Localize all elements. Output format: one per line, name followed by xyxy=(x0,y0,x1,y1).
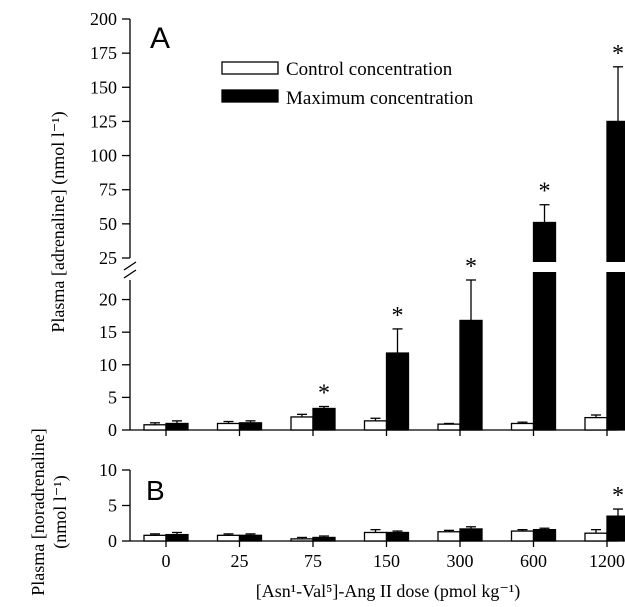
x-tick-label: 600 xyxy=(520,551,547,571)
legend-maximum-label: Maximum concentration xyxy=(286,88,474,109)
legend: Control concentration Maximum concentrat… xyxy=(221,59,474,109)
panel-b-bar-control xyxy=(584,532,608,542)
panel-a-bar-break-gap xyxy=(606,262,625,272)
panel-a-axis-break-mark xyxy=(123,269,137,279)
panel-b-bars: * xyxy=(143,483,625,542)
panel-b: B 0 5 10 0 25 75 150 300 600 1200 * Plasma [norad… xyxy=(28,428,625,602)
panel-b-bar-control xyxy=(363,531,388,542)
panel-b-bar-maximum xyxy=(606,515,625,542)
panel-a-axis-break-mark xyxy=(123,261,137,271)
panel-a-y-tick-label: 100 xyxy=(90,146,117,166)
panel-a-bar-maximum xyxy=(312,407,336,431)
panel-a-y-tick-label: 50 xyxy=(99,214,117,234)
x-tick-label: 25 xyxy=(231,551,249,571)
panel-b-bar-maximum xyxy=(532,528,557,542)
panel-a-y-tick-label: 5 xyxy=(108,387,117,407)
panel-a-bar-control xyxy=(584,416,608,431)
panel-a-bar-maximum xyxy=(606,120,625,431)
panel-a-y-tick-label: 0 xyxy=(108,420,117,440)
panel-a-axes: 0 5 10 15 20 25 50 75 100 125 150 175 200 xyxy=(90,9,618,440)
x-tick-label: 1200 xyxy=(589,551,625,571)
panel-b-bar-control xyxy=(143,534,167,542)
panel-b-axes: 0 5 10 0 25 75 150 300 600 1200 xyxy=(99,460,625,571)
panel-a-bar-control xyxy=(363,420,388,431)
panel-b-y-tick-label: 10 xyxy=(99,460,117,480)
panel-b-bar-control xyxy=(437,531,461,542)
panel-a-bar-maximum xyxy=(459,319,483,431)
panel-b-bar-maximum xyxy=(459,528,483,542)
panel-b-bar-maximum xyxy=(385,531,410,542)
legend-control-label: Control concentration xyxy=(286,59,453,80)
panel-a-bar-maximum xyxy=(532,221,557,431)
panel-a-significance-marker: * xyxy=(539,179,551,205)
panel-a-significance-marker: * xyxy=(318,381,330,407)
panel-b-label: B xyxy=(146,475,165,506)
panel-a-bar-control xyxy=(437,423,461,431)
panel-b-bar-maximum xyxy=(238,534,263,542)
panel-a: A 0 5 10 15 20 25 50 75 100 125 150 175 200 * * * * * Pl… xyxy=(48,9,625,440)
panel-a-bar-maximum xyxy=(238,422,263,431)
panel-a-y-tick-label: 25 xyxy=(99,248,117,268)
panel-a-significance-marker: * xyxy=(392,303,404,329)
x-axis-title: [Asn¹-Val⁵]-Ang II dose (pmol kg⁻¹) xyxy=(256,581,521,602)
panel-b-significance-marker: * xyxy=(612,483,624,509)
x-tick-label: 0 xyxy=(162,551,171,571)
legend-control-swatch xyxy=(221,61,279,75)
panel-a-bar-control xyxy=(216,422,241,431)
panel-a-y-tick-label: 175 xyxy=(90,43,117,63)
panel-a-y-tick-label: 75 xyxy=(99,180,117,200)
panel-a-bar-control xyxy=(510,422,535,431)
panel-a-bar-maximum xyxy=(165,422,189,431)
panel-b-bar-maximum xyxy=(312,536,336,542)
panel-a-y-tick-label: 15 xyxy=(99,322,117,342)
panel-a-significance-marker: * xyxy=(612,41,624,67)
panel-a-bar-control xyxy=(290,416,314,431)
panel-b-bar-maximum xyxy=(165,533,189,542)
panel-a-significance-marker: * xyxy=(465,254,477,280)
x-tick-label: 300 xyxy=(447,551,474,571)
panel-b-y-axis-title-line1: Plasma [noradrenaline] xyxy=(28,428,48,595)
panel-a-bars: * * * * * xyxy=(143,41,625,431)
panel-a-y-tick-label: 125 xyxy=(90,111,117,131)
panel-b-y-tick-label: 5 xyxy=(108,496,117,516)
panel-a-label: A xyxy=(150,22,170,55)
panel-a-y-tick-label: 200 xyxy=(90,9,117,29)
panel-a-bar-break-gap xyxy=(532,262,557,272)
panel-a-y-tick-label: 150 xyxy=(90,77,117,97)
x-tick-label: 75 xyxy=(304,551,322,571)
panel-a-bar-control xyxy=(143,424,167,431)
panel-a-y-tick-label: 20 xyxy=(99,290,117,310)
x-tick-label: 150 xyxy=(373,551,400,571)
panel-b-bar-control xyxy=(510,530,535,542)
panel-b-bar-control xyxy=(290,538,314,542)
panel-a-y-axis-title: Plasma [adrenaline] (nmol l⁻¹) xyxy=(48,111,69,332)
panel-b-y-tick-label: 0 xyxy=(108,531,117,551)
legend-maximum-swatch xyxy=(221,89,279,103)
panel-a-y-tick-label: 10 xyxy=(99,355,117,375)
panel-b-y-axis-title-line2: (nmol l⁻¹) xyxy=(50,475,71,548)
panel-b-bar-control xyxy=(216,534,241,542)
panel-a-bar-maximum xyxy=(385,352,410,431)
